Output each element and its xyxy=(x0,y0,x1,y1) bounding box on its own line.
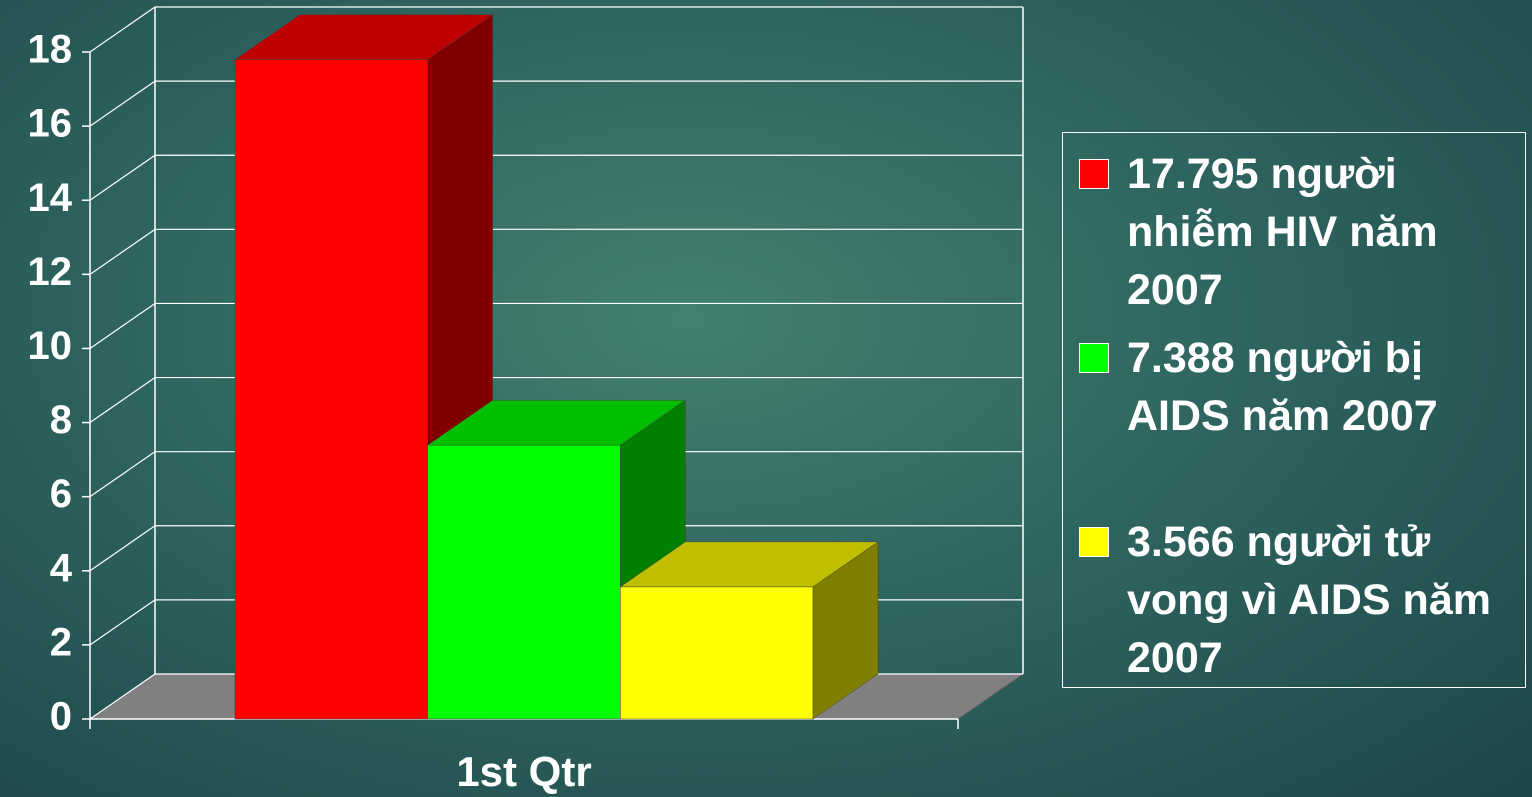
bar-side xyxy=(812,541,879,720)
legend-label: 3.566 người tử vong vì AIDS năm 2007 xyxy=(1127,518,1491,682)
x-tick-label: 1st Qtr xyxy=(456,748,591,795)
grid-line xyxy=(89,228,156,275)
y-tick-label: 6 xyxy=(50,472,72,516)
y-tick-label: 18 xyxy=(28,28,73,72)
y-tick-label: 8 xyxy=(50,398,72,442)
legend-label: 17.795 người nhiễm HIV năm 2007 xyxy=(1127,150,1438,314)
grid-line xyxy=(89,6,156,53)
bar xyxy=(234,59,428,720)
bar xyxy=(620,586,814,720)
y-tick-label: 2 xyxy=(50,620,72,664)
y-tick-label: 12 xyxy=(28,250,73,294)
legend: 17.795 người nhiễm HIV năm 2007 7.388 ngư… xyxy=(1062,132,1526,688)
legend-label: 7.388 người bị AIDS năm 2007 xyxy=(1127,334,1438,440)
legend-swatch xyxy=(1079,527,1109,557)
grid-line xyxy=(89,451,156,498)
grid-line xyxy=(89,377,156,424)
bar xyxy=(427,444,621,720)
y-tick-label: 16 xyxy=(28,102,73,146)
grid-line xyxy=(89,80,156,127)
grid-line xyxy=(89,599,156,646)
legend-swatch xyxy=(1079,159,1109,189)
grid-line xyxy=(89,302,156,349)
y-tick-label: 14 xyxy=(28,176,73,220)
y-tick-label: 0 xyxy=(50,695,72,739)
y-tick-label: 10 xyxy=(28,324,73,368)
grid-line xyxy=(89,525,156,572)
legend-swatch xyxy=(1079,343,1109,373)
grid-line xyxy=(89,154,156,201)
y-tick-label: 4 xyxy=(50,546,73,590)
grid-line xyxy=(89,673,156,720)
